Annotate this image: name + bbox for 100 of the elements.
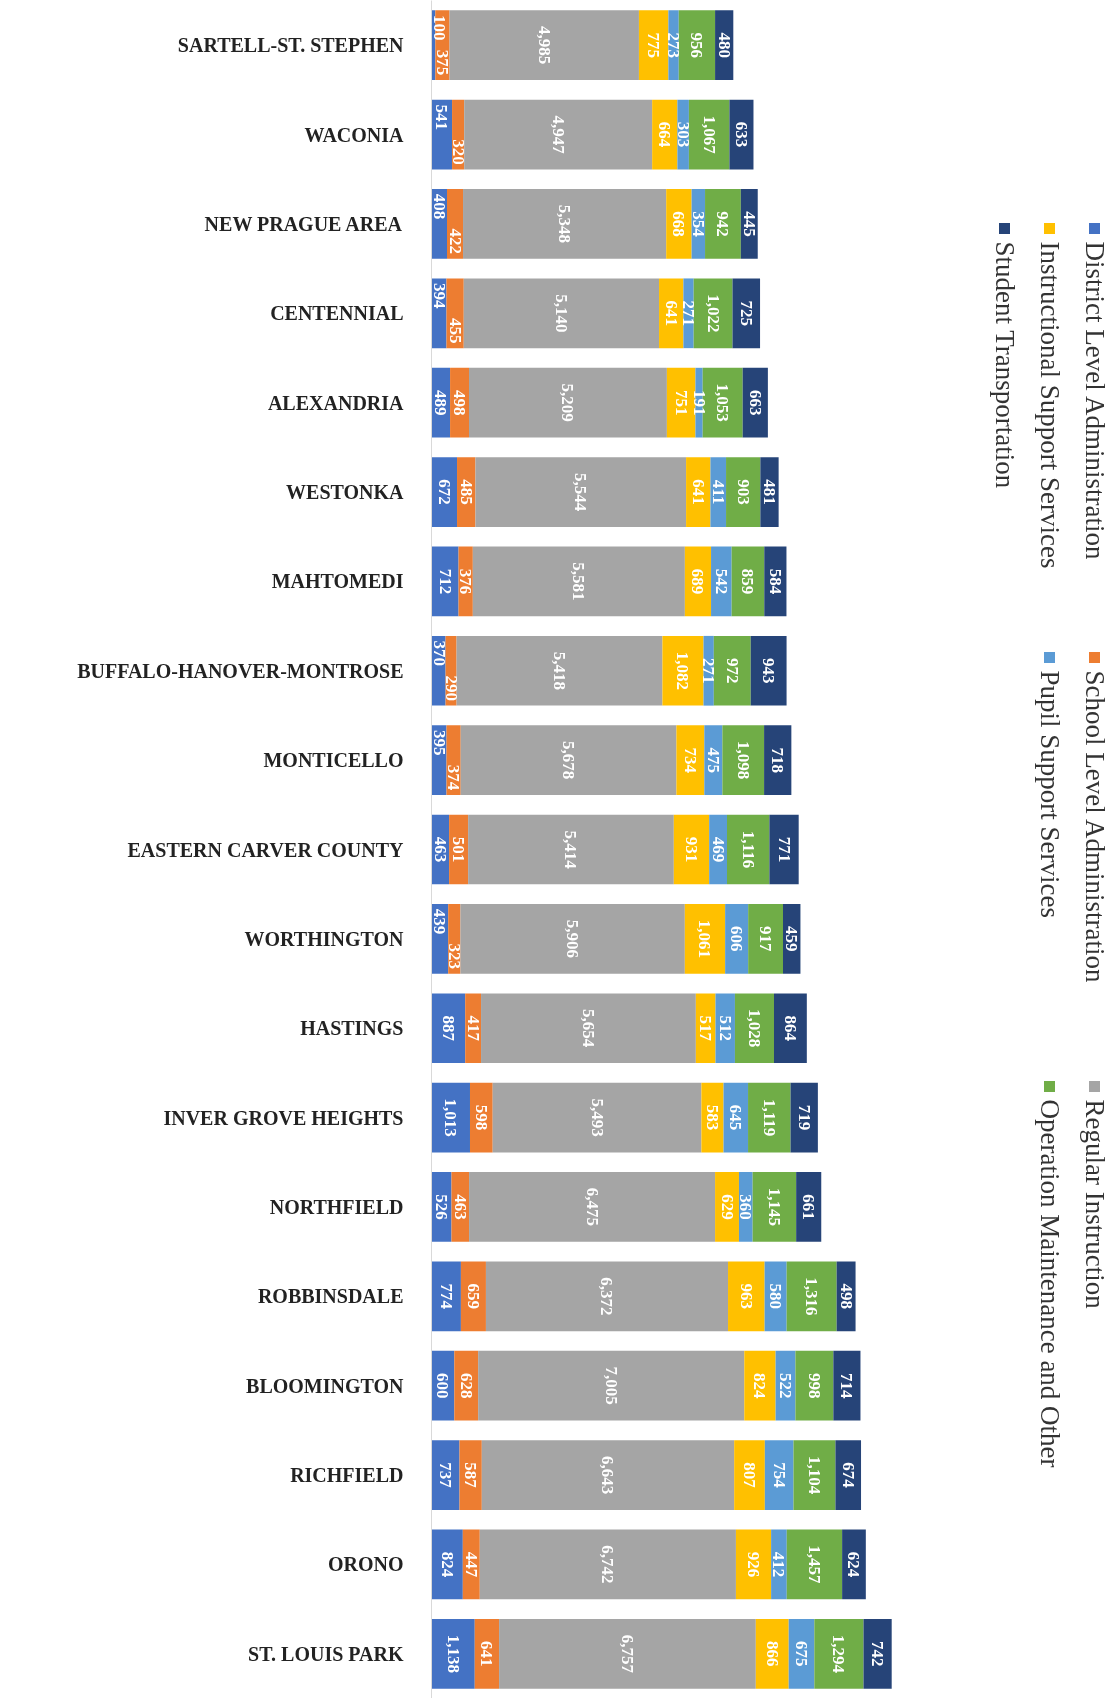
data-label: 320 <box>448 139 468 165</box>
data-label: 587 <box>461 1462 481 1489</box>
data-label: 445 <box>739 211 759 237</box>
data-label: 469 <box>708 836 728 863</box>
data-label: 1,028 <box>744 1009 764 1048</box>
bar <box>431 993 466 1064</box>
y-tick-label: ROBBINSDALE <box>257 1285 404 1308</box>
y-tick-label: WESTONKA <box>286 481 405 504</box>
bar <box>468 814 674 885</box>
y-tick-label: WACONIA <box>304 123 405 146</box>
data-label: 475 <box>703 747 723 773</box>
data-label: 583 <box>702 1104 722 1131</box>
bar <box>790 1082 818 1153</box>
data-label: 459 <box>782 926 802 952</box>
bar <box>842 1529 866 1600</box>
data-label: 374 <box>444 764 464 791</box>
bar <box>460 904 685 974</box>
data-label: 395 <box>429 729 449 756</box>
data-label: 887 <box>438 1015 458 1042</box>
bar <box>764 725 792 795</box>
data-label: 323 <box>444 943 464 970</box>
bar <box>449 10 639 81</box>
data-label: 580 <box>766 1283 786 1310</box>
bar <box>774 993 807 1064</box>
data-label: 5,906 <box>563 919 583 958</box>
data-label: 942 <box>713 211 733 237</box>
data-label: 7,005 <box>601 1366 621 1405</box>
data-label: 600 <box>433 1372 453 1399</box>
y-tick-label: ALEXANDRIA <box>267 391 405 414</box>
data-label: 5,418 <box>549 651 569 690</box>
data-label: 5,581 <box>569 562 589 601</box>
bar <box>456 635 663 706</box>
data-label: 1,104 <box>804 1455 824 1495</box>
data-label: 675 <box>792 1641 812 1667</box>
data-label: 290 <box>441 675 461 701</box>
data-label: 100 <box>429 15 449 41</box>
bar <box>727 814 770 885</box>
bar <box>748 1082 791 1153</box>
bar <box>695 367 703 438</box>
data-label: 956 <box>687 32 707 58</box>
bar <box>701 1082 724 1153</box>
data-label: 661 <box>799 1194 819 1220</box>
bar <box>732 278 761 349</box>
bar <box>431 1618 475 1689</box>
bar <box>666 367 696 438</box>
data-label: 931 <box>682 836 701 863</box>
bar <box>793 1440 836 1510</box>
data-label: 512 <box>715 1015 735 1041</box>
y-tick-label: BLOOMINGTON <box>246 1374 405 1397</box>
data-label: 807 <box>740 1462 760 1489</box>
data-label: 606 <box>727 926 747 952</box>
data-label: 6,475 <box>582 1187 602 1227</box>
y-tick-label: HASTINGS <box>300 1017 404 1040</box>
bar <box>684 904 726 974</box>
legend-label: Instructional Support Services <box>1034 241 1065 569</box>
data-label: 689 <box>688 568 708 595</box>
data-label: 714 <box>837 1372 857 1399</box>
data-label: 447 <box>461 1551 481 1578</box>
bar <box>431 546 459 617</box>
data-label: 926 <box>744 1551 764 1578</box>
data-label: 917 <box>756 926 776 953</box>
bar <box>752 1172 797 1242</box>
data-label: 480 <box>714 32 734 58</box>
data-label: 439 <box>430 908 450 935</box>
bar <box>748 904 783 974</box>
legend-label: Regular Instruction <box>1079 1099 1110 1310</box>
data-label: 1,098 <box>733 741 753 780</box>
legend-label: District Level Administration <box>1079 241 1110 560</box>
bar <box>499 1618 756 1689</box>
y-tick-label: MONTICELLO <box>263 749 404 772</box>
data-label: 737 <box>436 1462 455 1489</box>
data-label: 522 <box>776 1372 796 1399</box>
data-label: 5,678 <box>559 741 579 780</box>
data-label: 1,022 <box>703 294 723 333</box>
data-label: 645 <box>726 1104 746 1131</box>
y-tick-label: NEW PRAGUE AREA <box>204 212 403 235</box>
data-label: 1,119 <box>759 1098 779 1137</box>
data-label: 455 <box>445 317 465 344</box>
bar <box>760 457 779 527</box>
bar <box>734 1440 765 1510</box>
data-label: 624 <box>844 1551 864 1578</box>
data-label: 771 <box>774 836 794 863</box>
data-label: 271 <box>679 300 699 327</box>
bar <box>479 1529 736 1600</box>
bar <box>666 189 692 259</box>
bar <box>676 725 705 795</box>
bar <box>475 457 687 527</box>
data-label: 542 <box>711 568 731 595</box>
data-label: 864 <box>780 1015 800 1042</box>
bar <box>485 1261 729 1332</box>
data-label: 754 <box>769 1462 789 1489</box>
data-label: 1,061 <box>695 919 715 958</box>
bar <box>715 993 735 1064</box>
bar <box>662 635 704 706</box>
data-label: 481 <box>759 479 779 505</box>
data-label: 271 <box>699 658 719 684</box>
bar <box>734 993 774 1064</box>
data-label: 370 <box>429 640 449 667</box>
legend-label: Pupil Support Services <box>1034 670 1065 918</box>
bar <box>755 1618 789 1689</box>
